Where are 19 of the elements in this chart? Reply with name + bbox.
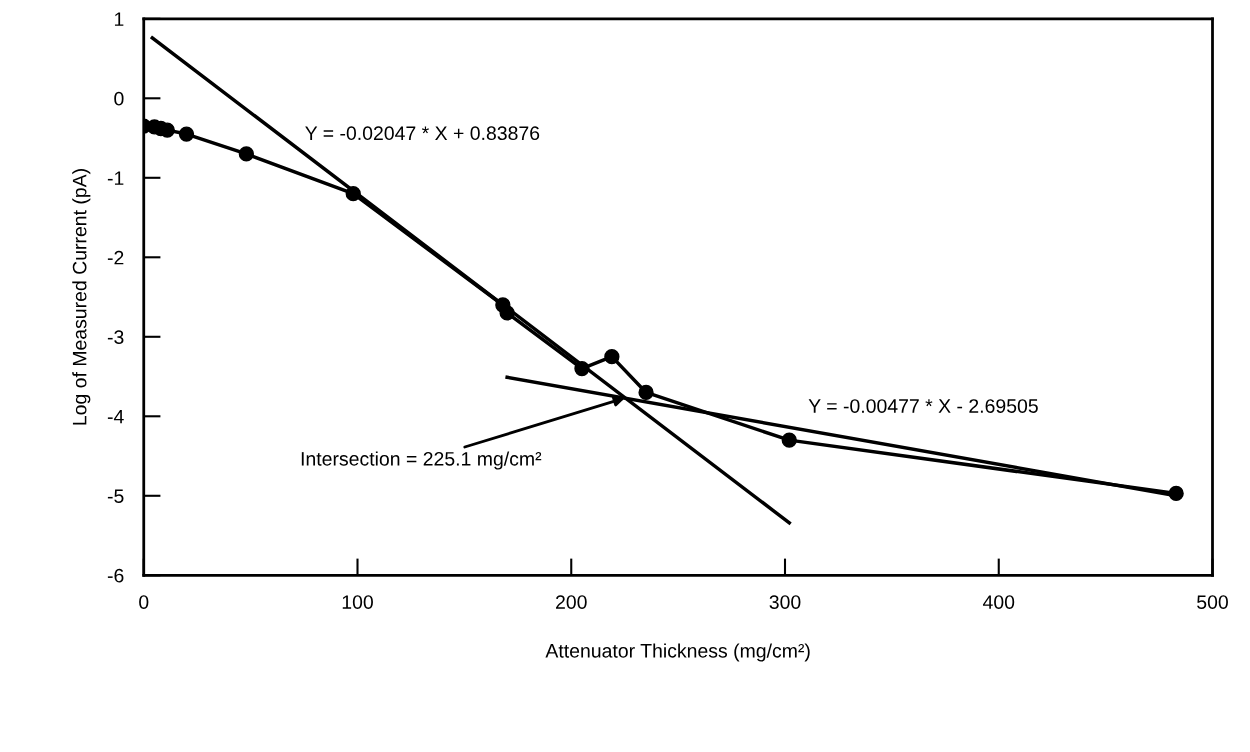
y-tick-label: -4 <box>107 409 124 424</box>
y-tick-label: -3 <box>107 330 124 345</box>
y-axis-title: Log of Measured Current (pA) <box>72 169 91 425</box>
x-tick-label: 400 <box>982 595 1015 610</box>
x-tick-label: 0 <box>139 595 149 610</box>
y-tick-label: 0 <box>114 91 124 106</box>
annotation: Intersection = 225.1 mg/cm² <box>301 451 542 470</box>
y-tick-label: -5 <box>107 489 124 504</box>
series-label: Y = -0.02047 * X + 0.83876 <box>305 126 540 141</box>
y-tick-label: -6 <box>107 568 124 583</box>
x-tick-label: 100 <box>342 595 373 610</box>
x-axis-title: Attenuator Thickness (mg/cm²) <box>545 643 810 662</box>
x-tick-label: 300 <box>769 595 801 610</box>
series-label: Y = -0.00477 * X - 2.69505 <box>808 399 1038 413</box>
x-tick-label: 500 <box>1197 595 1228 610</box>
x-tick-label: 200 <box>556 595 587 610</box>
y-tick-label: 1 <box>114 12 124 26</box>
y-tick-label: -1 <box>107 171 124 185</box>
y-tick-label: -2 <box>107 250 124 265</box>
